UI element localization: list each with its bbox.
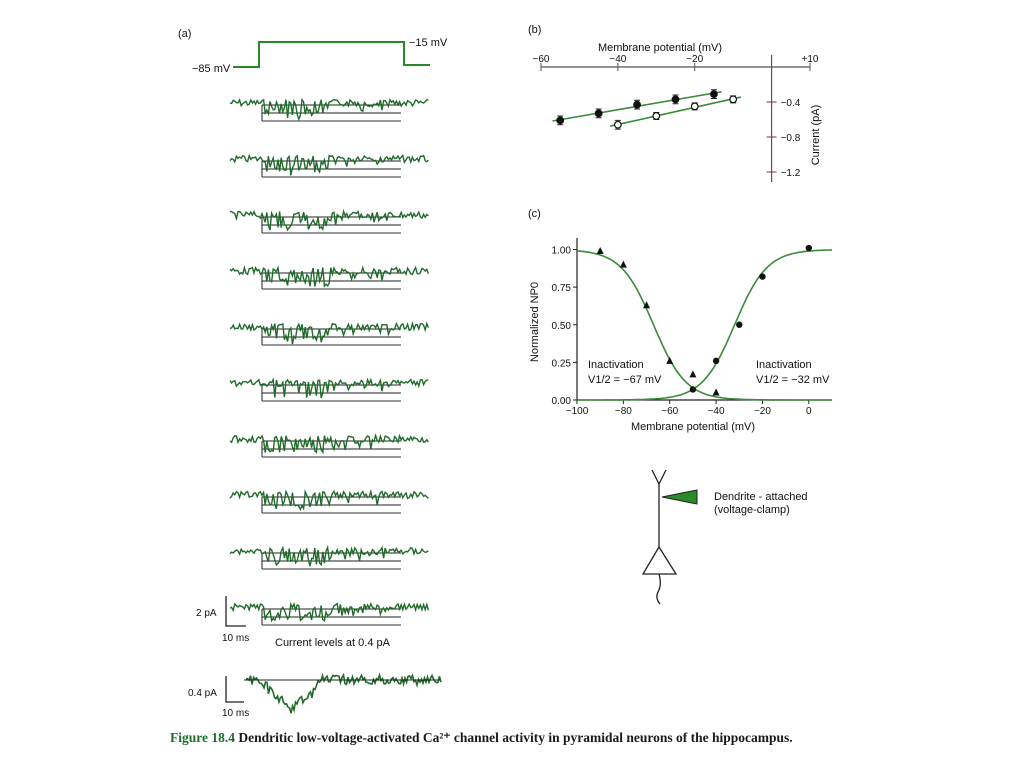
panel-c-xlabel: Membrane potential (mV): [631, 421, 755, 433]
data-point-triangle: [619, 260, 627, 268]
panel-c-label: (c): [528, 208, 541, 220]
y-tick-label: 0.50: [552, 321, 572, 332]
x-tick-label: −100: [566, 406, 589, 417]
expanded-trace: [245, 672, 442, 714]
panel-b-xlabel: Membrane potential (mV): [598, 42, 722, 54]
panel-b-marks: [552, 89, 742, 130]
channel-trace: [229, 97, 429, 122]
single-channel-traces: [229, 97, 430, 626]
y-tick-label: −0.8: [781, 133, 801, 144]
channel-trace: [229, 320, 430, 345]
data-point-filled: [633, 100, 641, 109]
x-tick-label: −40: [609, 54, 626, 65]
data-point-open: [613, 120, 622, 129]
panel-c-ylabel: Normalized NP0: [529, 282, 541, 362]
panel-c-annotation-left: Inactivation: [588, 359, 644, 371]
panel-c-annotation-right-value: V1/2 = −32 mV: [756, 374, 830, 386]
x-tick-label: −60: [533, 54, 550, 65]
current-levels-note: Current levels at 0.4 pA: [275, 637, 391, 649]
channel-trace: [229, 433, 429, 455]
data-point-filled: [710, 90, 718, 99]
data-point-circle: [689, 386, 697, 393]
data-point-triangle: [712, 388, 720, 396]
y-tick-label: 0.25: [552, 358, 572, 369]
data-point-circle: [712, 357, 720, 365]
scalebar-1-y-label: 2 pA: [196, 608, 217, 619]
channel-trace: [229, 153, 429, 176]
boltzmann-fit: [577, 249, 833, 401]
x-tick-label: −80: [615, 406, 632, 417]
protocol-high-label: −15 mV: [409, 37, 448, 49]
data-point-triangle: [666, 356, 674, 364]
panel-a-label: (a): [178, 28, 191, 40]
y-tick-label: 1.00: [552, 246, 572, 257]
x-tick-label: +10: [802, 54, 819, 65]
panel-b-ylabel: Current (pA): [810, 105, 822, 166]
channel-trace: [229, 601, 430, 623]
electrode-label-2: (voltage-clamp): [714, 504, 790, 516]
y-tick-label: −0.4: [781, 98, 801, 109]
channel-trace: [229, 377, 429, 399]
figure-number: Figure 18.4: [170, 730, 235, 745]
data-point-circle: [805, 244, 813, 252]
y-tick-label: 0.75: [552, 283, 572, 294]
figure-caption: Figure 18.4 Dendritic low-voltage-activa…: [170, 730, 970, 746]
channel-trace: [229, 544, 429, 567]
soma-triangle-icon: [641, 545, 678, 575]
data-point-open: [729, 95, 738, 104]
x-tick-label: −40: [708, 406, 725, 417]
data-point-open: [690, 102, 699, 111]
data-point-circle: [736, 321, 743, 328]
y-tick-label: −1.2: [781, 168, 801, 179]
regression-line: [609, 96, 742, 127]
boltzmann-fit: [576, 250, 832, 401]
panel-b-axes: −60 −40 −20 +10 −0.4 −0.8 −1.2: [533, 54, 819, 182]
pyramidal-neuron-diagram: Dendrite - attached (voltage-clamp): [641, 469, 808, 605]
axon: [656, 573, 661, 605]
x-tick-label: −20: [686, 54, 703, 65]
x-tick-label: −60: [661, 406, 678, 417]
data-point-circle: [759, 273, 766, 280]
voltage-protocol-step: [233, 41, 430, 68]
panel-c-marks: [576, 244, 833, 401]
channel-trace: [229, 488, 429, 512]
electrode-label-1: Dendrite - attached: [714, 491, 808, 503]
panel-c-annotation-right: Inactivation: [756, 359, 812, 371]
protocol-low-label: −85 mV: [192, 63, 231, 75]
panel-c-annotation-left-value: V1/2 = −67 mV: [588, 374, 662, 386]
data-point-filled: [556, 116, 565, 125]
x-tick-label: −20: [754, 406, 771, 417]
data-point-triangle: [643, 301, 651, 309]
scalebar-2: 0.4 pA 10 ms: [188, 676, 249, 719]
data-point-filled: [671, 95, 680, 104]
scalebar-2-x-label: 10 ms: [222, 708, 249, 719]
patch-pipette-icon: [661, 489, 698, 505]
scalebar-1: 2 pA 10 ms: [196, 596, 249, 644]
caption-text: Dendritic low-voltage-activated Ca²⁺ cha…: [238, 730, 793, 745]
channel-trace: [230, 208, 429, 232]
data-point-triangle: [596, 247, 604, 255]
dendrite-branch-icon: [651, 469, 667, 486]
data-point-filled: [594, 109, 603, 118]
channel-trace: [229, 264, 430, 288]
data-point-open: [652, 112, 661, 120]
y-tick-label: 0.00: [552, 396, 572, 407]
panel-b-label: (b): [528, 24, 541, 36]
data-point-triangle: [689, 370, 697, 378]
scalebar-2-y-label: 0.4 pA: [188, 688, 217, 699]
scalebar-1-x-label: 10 ms: [222, 633, 249, 644]
x-tick-label: 0: [806, 406, 812, 417]
